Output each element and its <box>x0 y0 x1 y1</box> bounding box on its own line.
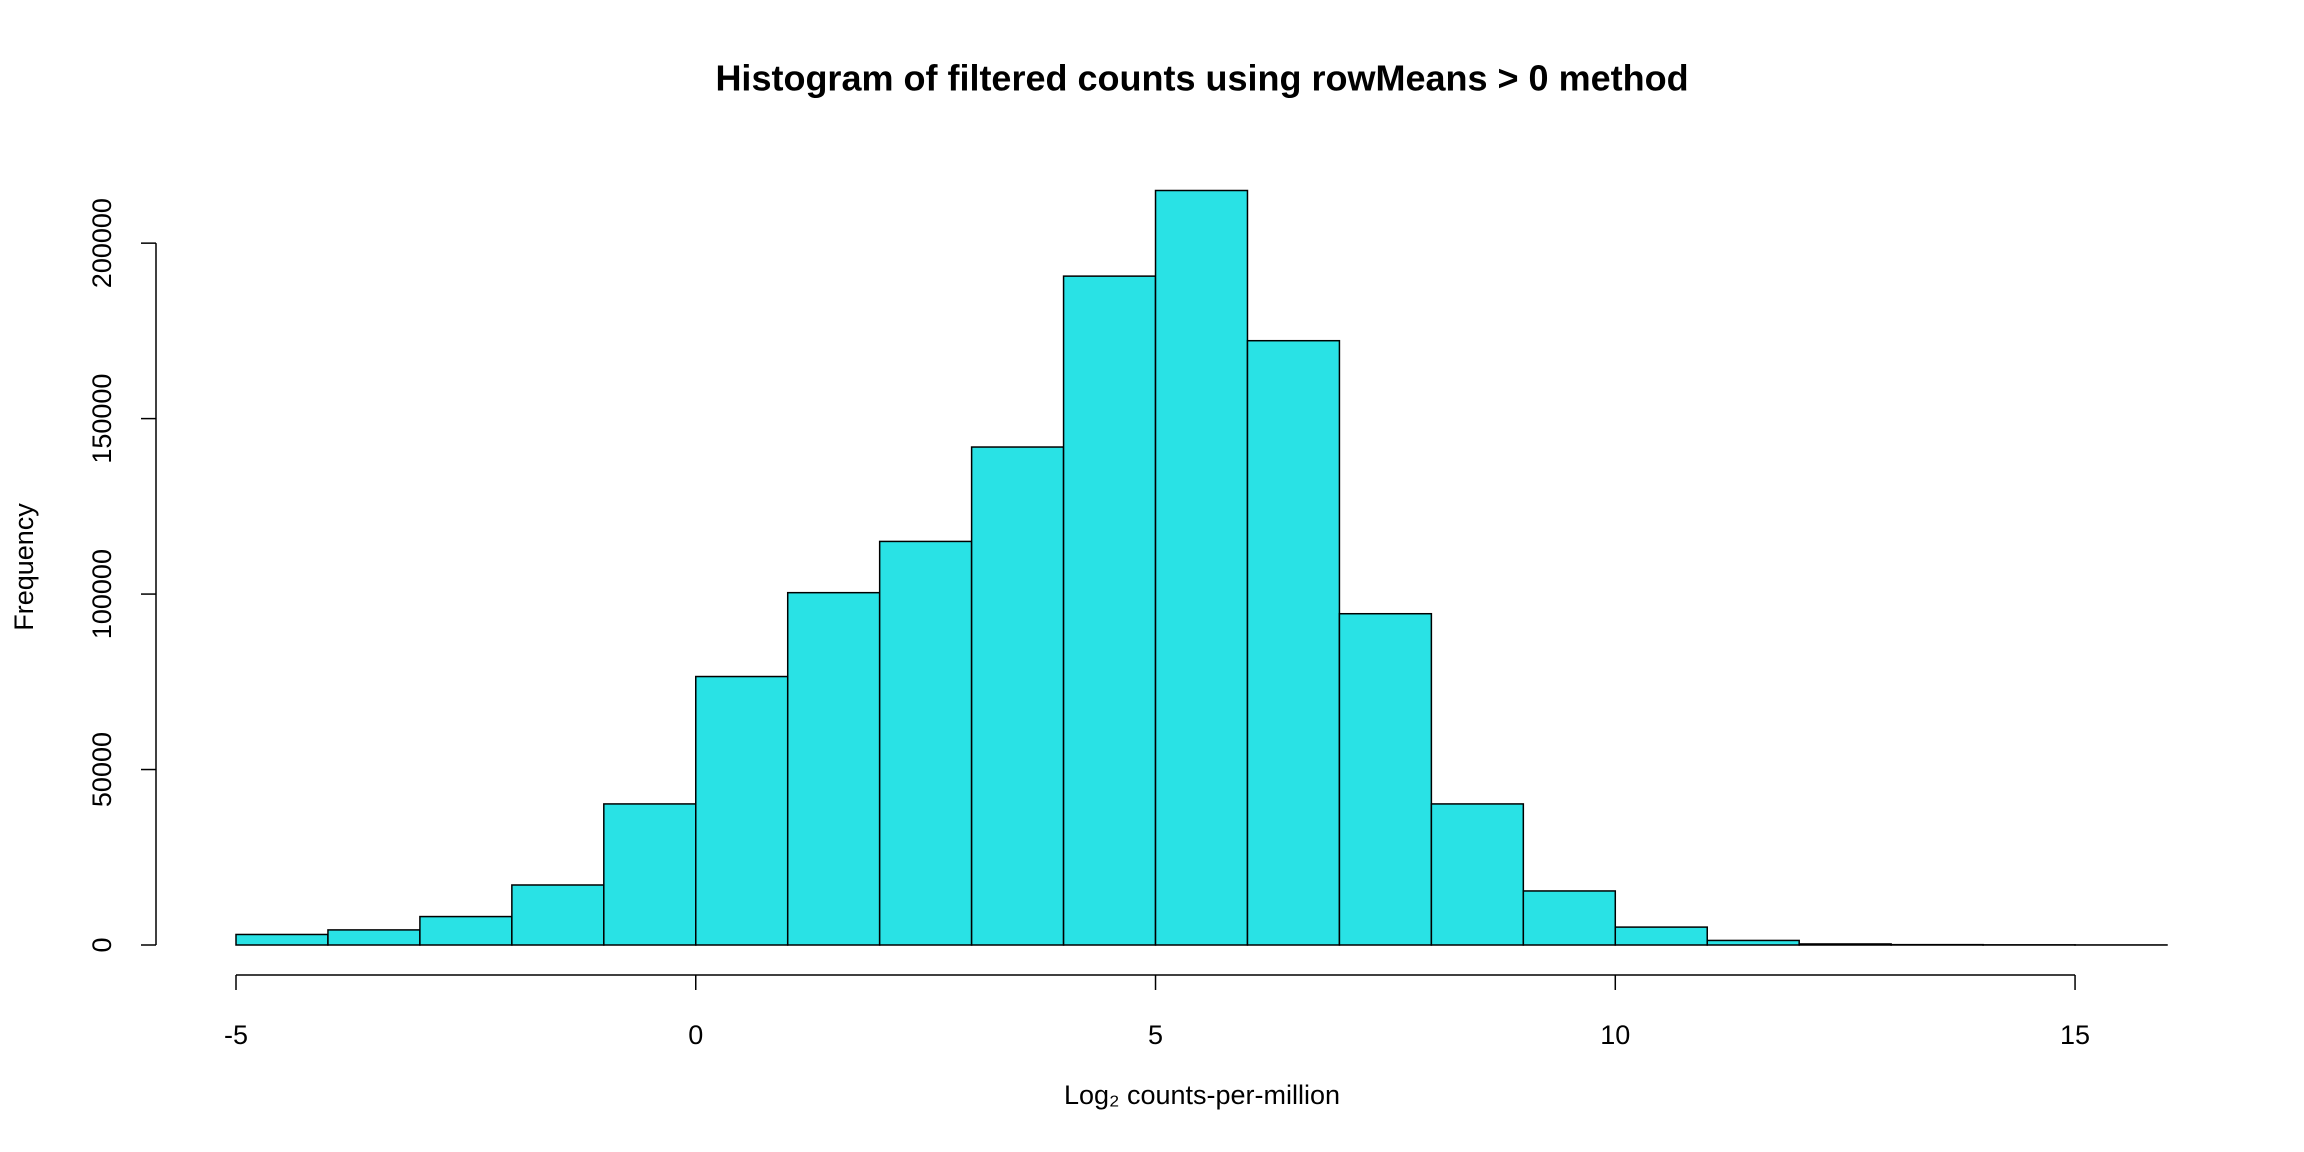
x-tick-label: 5 <box>1148 1020 1163 1050</box>
bar <box>1246 339 1341 946</box>
x-tick-label: -5 <box>224 1020 248 1050</box>
bar <box>1430 803 1525 946</box>
chart-title: Histogram of filtered counts using rowMe… <box>715 58 1688 99</box>
y-tick-label: 100000 <box>87 549 117 639</box>
bar <box>1522 890 1617 946</box>
y-axis-label: Frequency <box>9 503 39 631</box>
bar <box>1062 275 1157 946</box>
bar <box>970 446 1065 946</box>
bar <box>327 929 421 946</box>
y-tick-label: 200000 <box>87 198 117 288</box>
bar <box>235 933 329 946</box>
x-tick-label: 10 <box>1600 1020 1630 1050</box>
bar <box>1706 939 1800 946</box>
bar <box>511 884 605 946</box>
x-tick-label: 0 <box>688 1020 703 1050</box>
x-axis-label: Log₂ counts-per-million <box>1064 1080 1340 1110</box>
y-tick-label: 0 <box>87 937 117 952</box>
x-tick-label: 15 <box>2060 1020 2090 1050</box>
bar <box>1614 926 1708 946</box>
y-tick-label: 150000 <box>87 374 117 464</box>
bar <box>603 803 697 946</box>
bar <box>1154 189 1249 946</box>
bar <box>1798 943 1892 946</box>
y-tick-label: 50000 <box>87 732 117 807</box>
bar <box>786 591 881 946</box>
bar <box>878 540 973 946</box>
bar <box>1338 612 1433 946</box>
bar <box>419 915 513 946</box>
bar <box>695 675 789 946</box>
